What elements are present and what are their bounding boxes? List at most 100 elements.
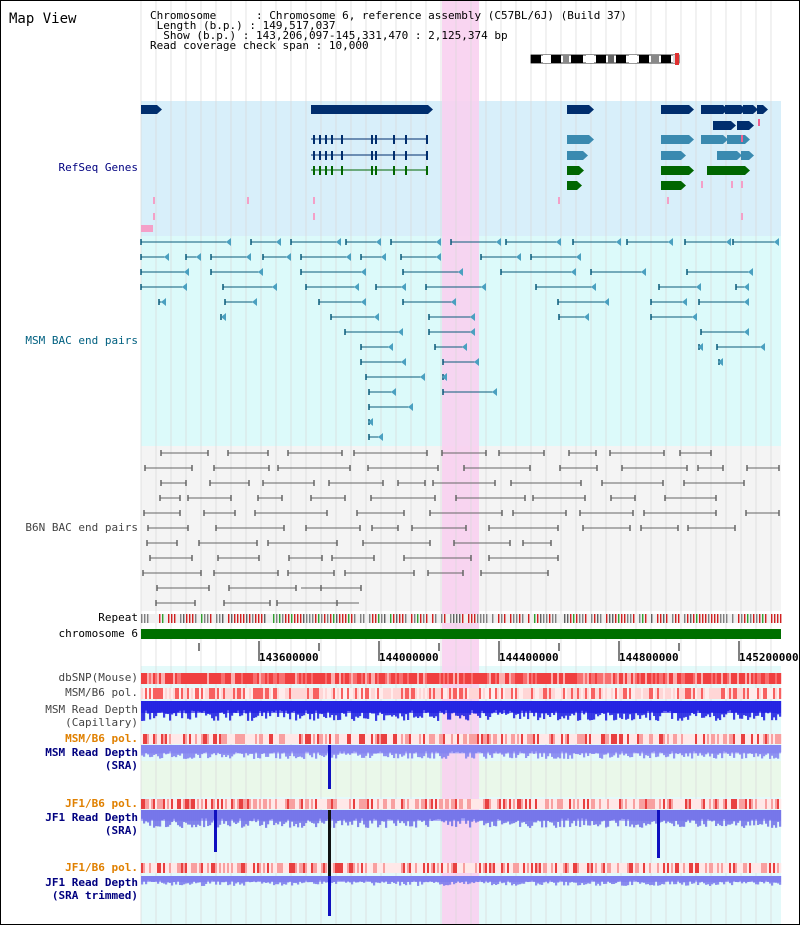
jf1-trim-depth [673, 876, 676, 885]
jf1-trim-depth [269, 876, 272, 884]
jf1-sra-depth [241, 810, 244, 828]
msm-capillary-depth [403, 701, 406, 721]
msm-b6-pol-strip-2 [371, 734, 374, 744]
dbsnp-strip [309, 673, 312, 684]
msm-sra-depth [631, 745, 634, 758]
jf1-b6-pol-strip [471, 799, 474, 809]
dbsnp-strip [719, 673, 722, 684]
jf1-trim-depth [351, 876, 354, 885]
jf1-trim-depth [169, 876, 172, 884]
jf1-b6-pol-strip [391, 799, 394, 809]
jf1-b6-pol-strip-2 [629, 863, 632, 873]
jf1-b6-pol-strip [461, 799, 464, 809]
jf1-b6-pol-strip-2 [537, 863, 540, 873]
jf1-trim-depth [637, 876, 640, 883]
msm-sra-depth [769, 745, 772, 759]
msm-b6-pol-strip-2 [697, 734, 700, 744]
gene-strand-arrow [737, 151, 742, 160]
jf1-b6-pol-strip-2 [209, 863, 212, 873]
msm-b6-pol-strip [181, 688, 184, 699]
msm-b6-pol-strip-2 [249, 734, 252, 744]
jf1-b6-pol-strip [183, 799, 186, 809]
msm-capillary-depth [529, 701, 532, 711]
track-label-msm-bac[interactable]: MSM BAC end pairs [25, 334, 138, 347]
msm-capillary-depth [297, 701, 300, 715]
msm-capillary-depth [165, 701, 168, 714]
msm-b6-pol-strip [427, 688, 430, 699]
jf1-sra-depth [535, 810, 538, 823]
repeat-element [510, 614, 512, 623]
jf1-b6-pol-strip-2 [585, 863, 588, 873]
msm-b6-pol-strip [389, 688, 392, 699]
jf1-trim-depth [591, 876, 594, 881]
msm-capillary-depth [537, 701, 540, 721]
msm-b6-pol-strip-2 [165, 734, 168, 744]
msm-b6-pol-strip-2 [283, 734, 286, 744]
msm-b6-pol-strip [323, 688, 326, 699]
jf1-b6-pol-strip [247, 799, 250, 809]
jf1-trim-depth [411, 876, 414, 882]
repeat-element [612, 614, 614, 623]
jf1-trim-depth [417, 876, 420, 886]
jf1-sra-depth [477, 810, 480, 822]
msm-b6-pol-strip-2 [179, 734, 182, 744]
msm-sra-depth [731, 745, 734, 753]
dbsnp-strip [239, 673, 242, 684]
gene-feature [661, 105, 689, 114]
msm-b6-pol-strip [571, 688, 574, 699]
repeat-element [738, 614, 740, 623]
jf1-sra-depth [427, 810, 430, 827]
dbsnp-strip [349, 673, 352, 684]
jf1-b6-pol-strip [339, 799, 342, 809]
msm-sra-depth [273, 745, 276, 753]
msm-b6-pol-strip [387, 688, 390, 699]
jf1-b6-pol-strip [371, 799, 374, 809]
jf1-sra-depth [231, 810, 234, 820]
refseq-marker [558, 197, 560, 204]
msm-b6-pol-strip [583, 688, 586, 699]
msm-sra-depth [723, 745, 726, 752]
track-label-b6n-bac[interactable]: B6N BAC end pairs [25, 521, 138, 534]
msm-sra-depth [247, 745, 250, 756]
msm-capillary-depth [533, 701, 536, 717]
msm-capillary-depth [737, 701, 740, 715]
jf1-trim-depth [777, 876, 780, 884]
repeat-element [273, 614, 275, 623]
jf1-trim-depth [229, 876, 232, 885]
ideogram-position-marker [675, 53, 679, 65]
msm-sra-depth [571, 745, 574, 759]
msm-capillary-depth [549, 701, 552, 717]
msm-capillary-depth [501, 701, 504, 714]
jf1-b6-pol-strip-2 [547, 863, 550, 873]
jf1-sra-depth [473, 810, 476, 819]
msm-sra-depth [149, 745, 152, 758]
msm-sra-depth [493, 745, 496, 754]
msm-bac-end-arrow [474, 358, 479, 366]
dbsnp-strip [421, 673, 424, 684]
msm-b6-pol-strip-2 [699, 734, 702, 744]
jf1-b6-pol-strip-2 [181, 863, 184, 873]
msm-b6-pol-strip-2 [343, 734, 346, 744]
msm-sra-depth [633, 745, 636, 753]
jf1-b6-pol-strip-2 [543, 863, 546, 873]
dbsnp-strip [569, 673, 572, 684]
jf1-b6-pol-strip [293, 799, 296, 809]
jf1-sra-depth [761, 810, 764, 825]
jf1-b6-pol-strip [423, 799, 426, 809]
dbsnp-strip [651, 673, 654, 684]
msm-sra-depth [647, 745, 650, 756]
msm-b6-pol-strip [211, 688, 214, 699]
track-label-refseq-genes[interactable]: RefSeq Genes [58, 161, 138, 174]
msm-capillary-depth [153, 701, 156, 719]
msm-b6-pol-strip-2 [705, 734, 708, 744]
jf1-trim-depth [363, 876, 366, 883]
jf1-sra-depth [411, 810, 414, 827]
jf1-sra-depth [409, 810, 412, 827]
msm-sra-depth [589, 745, 592, 753]
jf1-trim-depth [537, 876, 540, 884]
msm-b6-pol-strip-2 [345, 734, 348, 744]
jf1-sra-depth [565, 810, 568, 821]
msm-b6-pol-strip [701, 688, 704, 699]
msm-sra-depth [223, 745, 226, 755]
